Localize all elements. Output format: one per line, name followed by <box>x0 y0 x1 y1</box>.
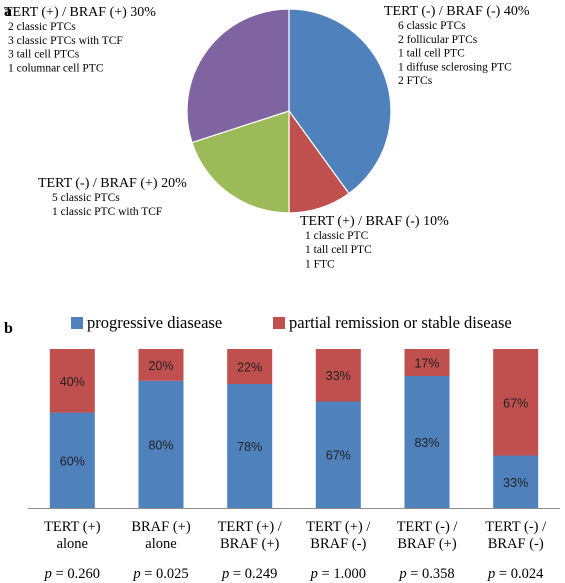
category-label-1-1: alone <box>145 536 176 552</box>
bar-0-5 <box>493 455 539 508</box>
pie-detail-3-0: 2 classic PTCs <box>8 21 76 33</box>
bar-label-0-0: 60% <box>60 454 85 468</box>
bar-0-3 <box>315 401 361 508</box>
pie-label-0: TERT (-) / BRAF (-) 40% <box>384 4 530 19</box>
bar-label-0-2: 78% <box>237 440 262 454</box>
pie-detail-1-2: 1 FTC <box>305 258 335 270</box>
pie-label-1: TERT (+) / BRAF (-) 10% <box>300 214 449 229</box>
p-value-3: p = 1.000 <box>310 566 366 582</box>
pie-detail-0-1: 2 follicular PTCs <box>398 34 478 46</box>
pie-slice-2 <box>191 110 290 214</box>
pie-slice-0 <box>288 8 392 195</box>
stacked-bar-chart: progressive diasease partial remission or… <box>28 313 560 582</box>
bar-0-2 <box>227 384 273 508</box>
bar-label-1-5: 67% <box>503 396 528 410</box>
p-value-2: p = 0.249 <box>221 566 277 582</box>
bar-label-1-4: 17% <box>414 357 439 371</box>
bar-0-1 <box>138 380 184 508</box>
panel-label-a: a <box>4 3 12 20</box>
panel-label-b: b <box>4 320 13 337</box>
bar-label-1-1: 20% <box>148 359 173 373</box>
bar-1-0 <box>49 349 95 413</box>
p-value-0: p = 0.260 <box>44 566 100 582</box>
p-value-1: p = 0.025 <box>132 566 188 582</box>
pie-label-2: TERT (-) / BRAF (+) 20% <box>38 176 187 191</box>
bar-1-3 <box>315 349 361 402</box>
pie-detail-1-1: 1 tall cell PTC <box>305 244 372 256</box>
bar-0-0 <box>49 412 95 508</box>
category-label-5-1: BRAF (-) <box>488 536 544 552</box>
pie-detail-3-1: 3 classic PTCs with TCF <box>8 35 123 47</box>
bar-1-5 <box>493 349 539 456</box>
pie-label-3: TERT (+) / BRAF (+) 30% <box>4 5 156 20</box>
bar-1-1 <box>138 349 184 381</box>
pie-detail-2-0: 5 classic PTCs <box>52 192 120 204</box>
category-label-2-0: TERT (+) / <box>218 519 283 535</box>
category-label-0-0: TERT (+) <box>44 519 101 535</box>
category-label-3-1: BRAF (-) <box>310 536 366 552</box>
category-label-2-1: BRAF (+) <box>220 536 280 552</box>
category-label-1-0: BRAF (+) <box>131 519 191 535</box>
legend-label-1: partial remission or stable disease <box>289 313 512 332</box>
bar-label-0-1: 80% <box>148 438 173 452</box>
pie-slice-3 <box>186 8 290 144</box>
bar-label-0-4: 83% <box>414 436 439 450</box>
bar-label-1-3: 33% <box>326 369 351 383</box>
category-label-5-0: TERT (-) / <box>485 519 547 535</box>
legend-label-0: progressive diasease <box>87 313 222 332</box>
category-label-3-0: TERT (+) / <box>306 519 371 535</box>
pie-detail-0-3: 1 diffuse sclerosing PTC <box>398 61 512 73</box>
bar-label-1-2: 22% <box>237 361 262 375</box>
pie-detail-3-3: 1 columnar cell PTC <box>8 62 104 74</box>
bar-1-4 <box>404 349 450 376</box>
pie-chart: TERT (-) / BRAF (-) 40%6 classic PTCs 2 f… <box>4 4 530 270</box>
category-label-4-1: BRAF (+) <box>397 536 457 552</box>
category-label-0-1: alone <box>57 536 88 552</box>
pie-detail-0-2: 1 tall cell PTC <box>398 48 465 60</box>
bar-1-2 <box>227 349 273 384</box>
pie-detail-0-0: 6 classic PTCs <box>398 20 466 32</box>
p-value-4: p = 0.358 <box>398 566 454 582</box>
bar-0-4 <box>404 376 450 508</box>
legend-swatch-1 <box>273 317 285 329</box>
legend-swatch-0 <box>71 317 83 329</box>
pie-detail-0-4: 2 FTCs <box>398 75 433 87</box>
bar-label-1-0: 40% <box>60 375 85 389</box>
p-value-5: p = 0.024 <box>487 566 544 582</box>
category-label-4-0: TERT (-) / <box>397 519 459 535</box>
bar-label-0-3: 67% <box>326 449 351 463</box>
pie-detail-3-2: 3 tall cell PTCs <box>8 49 80 61</box>
pie-detail-2-1: 1 classic PTC with TCF <box>52 206 162 218</box>
bar-label-0-5: 33% <box>503 476 528 490</box>
pie-detail-1-0: 1 classic PTC <box>305 230 369 242</box>
